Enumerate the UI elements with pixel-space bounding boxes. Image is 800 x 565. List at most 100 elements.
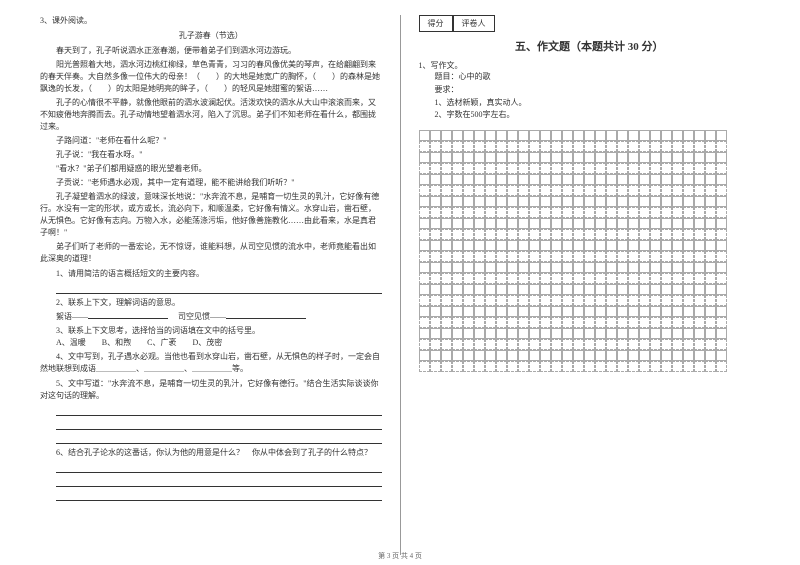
grid-cell [584,152,595,163]
grid-cell [628,262,639,273]
grid-row [419,295,761,306]
grid-cell [452,262,463,273]
grader-label: 评卷人 [453,15,495,32]
grid-cell [606,240,617,251]
grid-cell [716,295,727,306]
grid-cell [419,284,430,295]
grid-cell [485,174,496,185]
grid-cell [628,207,639,218]
grid-row [419,130,761,141]
grid-cell [705,207,716,218]
grid-cell [496,262,507,273]
grid-cell [452,207,463,218]
grid-cell [441,251,452,262]
grid-cell [595,207,606,218]
grid-cell [540,295,551,306]
grid-cell [441,174,452,185]
grid-cell [716,262,727,273]
grid-cell [441,207,452,218]
grid-cell [639,317,650,328]
grid-cell [639,273,650,284]
grid-cell [683,284,694,295]
grid-cell [529,130,540,141]
page-footer: 第 3 页 共 4 页 [0,551,800,561]
grid-cell [617,130,628,141]
grid-cell [661,350,672,361]
grid-cell [452,130,463,141]
grid-cell [650,163,661,174]
grid-cell [507,196,518,207]
grid-cell [683,229,694,240]
answer-blank [226,309,306,319]
paragraph: 孔子凝望着泗水的绿波，意味深长地说："水奔流不息，是哺育一切生灵的乳汁，它好像有… [40,191,382,239]
grid-cell [485,130,496,141]
grid-cell [463,174,474,185]
grid-cell [573,361,584,372]
grid-cell [551,130,562,141]
grid-cell [518,262,529,273]
grid-cell [672,152,683,163]
grid-cell [639,361,650,372]
answer-line [56,282,382,294]
grid-cell [617,284,628,295]
grid-cell [573,262,584,273]
grid-cell [639,350,650,361]
grid-cell [650,130,661,141]
grid-cell [639,339,650,350]
grid-cell [672,328,683,339]
grid-cell [485,284,496,295]
grid-cell [606,350,617,361]
grid-cell [705,284,716,295]
grid-cell [452,273,463,284]
grid-cell [650,317,661,328]
grid-cell [463,152,474,163]
grid-cell [485,207,496,218]
grid-cell [441,317,452,328]
grid-cell [606,196,617,207]
grid-cell [639,284,650,295]
grid-cell [540,273,551,284]
grid-cell [573,295,584,306]
grid-cell [419,207,430,218]
grid-cell [518,152,529,163]
grid-cell [705,295,716,306]
grid-cell [496,273,507,284]
grid-cell [650,284,661,295]
grid-cell [683,163,694,174]
essay-topic: 题目：心中的歌 [435,71,761,84]
grid-cell [595,262,606,273]
grid-row [419,328,761,339]
grid-cell [573,251,584,262]
grid-cell [705,229,716,240]
grid-cell [672,284,683,295]
grid-cell [639,174,650,185]
grid-cell [562,152,573,163]
grid-cell [452,185,463,196]
grid-cell [551,207,562,218]
grid-cell [672,295,683,306]
grid-cell [441,295,452,306]
grid-cell [540,317,551,328]
grid-cell [606,251,617,262]
grid-row [419,251,761,262]
grid-cell [595,350,606,361]
grid-cell [694,207,705,218]
grid-cell [496,317,507,328]
grid-cell [595,273,606,284]
grid-cell [430,141,441,152]
grid-cell [518,130,529,141]
grid-cell [430,196,441,207]
grid-cell [441,185,452,196]
grid-cell [595,284,606,295]
grid-cell [617,251,628,262]
grid-cell [606,339,617,350]
grid-cell [595,152,606,163]
grid-cell [529,328,540,339]
grid-cell [650,229,661,240]
grid-cell [562,251,573,262]
grid-cell [683,130,694,141]
grid-cell [672,218,683,229]
grid-cell [430,163,441,174]
grid-cell [650,361,661,372]
grid-cell [595,306,606,317]
